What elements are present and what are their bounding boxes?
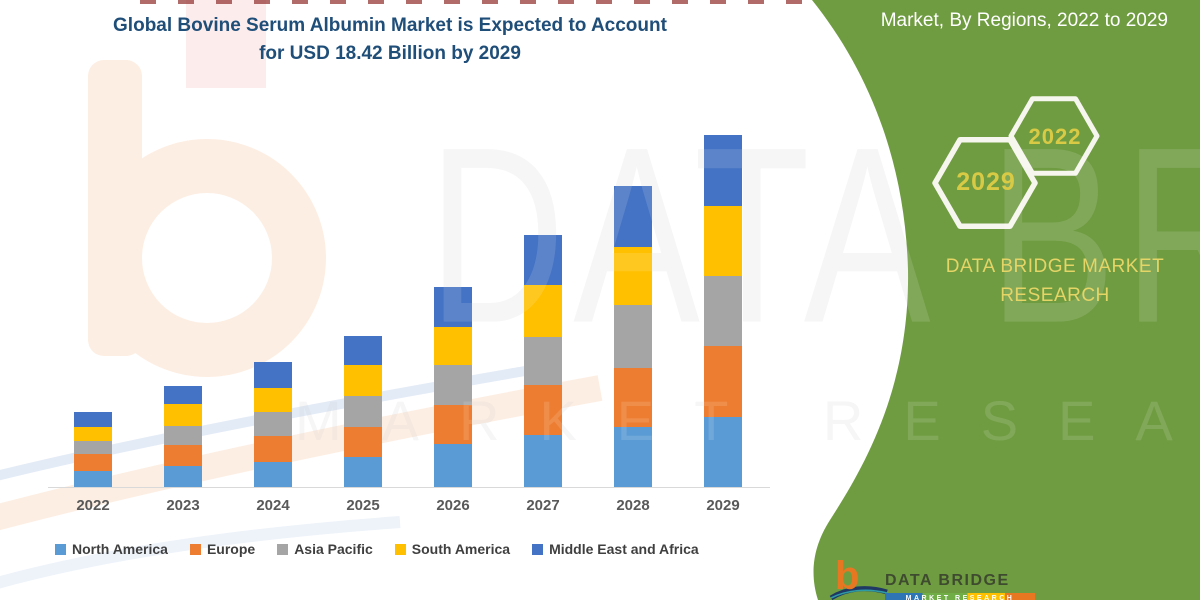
bar-segment-2027-south-america: [524, 285, 562, 337]
bar-segment-2027-north-america: [524, 435, 562, 487]
legend-item-north-america: North America: [55, 541, 168, 557]
bar-segment-2025-europe: [344, 426, 382, 457]
bar-2026: [434, 287, 472, 487]
bar-segment-2027-middle-east-and-africa: [524, 235, 562, 286]
bar-segment-2022-middle-east-and-africa: [74, 411, 112, 428]
bar-segment-2027-asia-pacific: [524, 336, 562, 386]
legend-swatch: [55, 543, 66, 555]
x-axis-line: [48, 487, 770, 488]
bar-segment-2029-asia-pacific: [704, 275, 742, 346]
bar-segment-2025-asia-pacific: [344, 396, 382, 427]
top-edge-artifact: [140, 0, 820, 4]
bar-segment-2022-south-america: [74, 427, 112, 441]
bar-segment-2029-south-america: [704, 205, 742, 276]
bar-segment-2025-middle-east-and-africa: [344, 335, 382, 366]
bar-segment-2024-europe: [254, 436, 292, 462]
bar-segment-2029-middle-east-and-africa: [704, 135, 742, 206]
bar-segment-2027-europe: [524, 385, 562, 436]
green-side-panel: [812, 0, 1200, 600]
dbmr-logo: b DATA BRIDGE MARKET RESEARCH: [829, 556, 1073, 600]
x-axis-label-2023: 2023: [166, 497, 200, 514]
legend-item-europe: Europe: [189, 541, 256, 557]
bar-segment-2026-north-america: [434, 444, 472, 487]
bar-segment-2029-europe: [704, 345, 742, 417]
x-axis-label-2027: 2027: [526, 497, 560, 514]
bar-2023: [164, 385, 202, 487]
bar-2028: [614, 186, 652, 487]
logo-stripe-text: MARKET RESEARCH: [905, 595, 1015, 600]
logo-swoosh: [829, 586, 888, 600]
chart-title-line1: Global Bovine Serum Albumin Market is Ex…: [113, 15, 667, 36]
bar-segment-2025-north-america: [344, 456, 382, 487]
bar-2029: [704, 135, 742, 487]
bar-segment-2024-middle-east-and-africa: [254, 361, 292, 388]
logo-name: DATA BRIDGE: [885, 572, 1010, 589]
logo-b-glyph: b: [835, 554, 860, 598]
peach-logo-watermark: [0, 0, 603, 589]
hexagon-year-2022: 2022: [1028, 124, 1082, 149]
bar-segment-2028-europe: [614, 367, 652, 427]
legend-item-asia-pacific: Asia Pacific: [277, 541, 373, 557]
x-axis-label-2026: 2026: [436, 497, 470, 514]
legend-item-middle-east-and-africa: Middle East and Africa: [532, 541, 699, 557]
legend-label: South America: [411, 541, 511, 557]
legend-label: Middle East and Africa: [549, 541, 699, 557]
x-axis-label-2028: 2028: [616, 497, 650, 514]
legend-swatch: [189, 543, 201, 555]
legend-swatch: [277, 543, 289, 555]
bar-segment-2022-asia-pacific: [74, 440, 112, 455]
hexagon-2029: [932, 136, 1038, 230]
watermark-b-bowl: [88, 139, 326, 377]
hexagon-2022: [1008, 96, 1100, 176]
panel-heading: Market, By Regions, 2022 to 2029: [880, 10, 1168, 31]
x-axis-label-2025: 2025: [346, 497, 380, 514]
bar-segment-2024-asia-pacific: [254, 412, 292, 437]
logo-stripe: MARKET RESEARCH: [885, 593, 1035, 600]
legend-item-south-america: South America: [394, 541, 511, 557]
chart-legend: North America Europe Asia Pacific South Ame…: [55, 541, 699, 557]
bar-segment-2026-asia-pacific: [434, 365, 472, 406]
bar-segment-2024-south-america: [254, 387, 292, 413]
chart-title-line2: for USD 18.42 Billion by 2029: [259, 42, 521, 64]
bar-segment-2022-north-america: [74, 471, 112, 487]
bar-2027: [524, 235, 562, 487]
legend-swatch: [532, 543, 544, 555]
legend-label: Europe: [206, 541, 256, 557]
chart-title: Global Bovine Serum Albumin Market is Ex…: [40, 12, 740, 67]
bar-segment-2025-south-america: [344, 365, 382, 397]
bar-segment-2028-south-america: [614, 246, 652, 305]
bar-segment-2023-middle-east-and-africa: [164, 385, 202, 404]
bar-segment-2028-middle-east-and-africa: [614, 186, 652, 247]
bar-segment-2026-south-america: [434, 326, 472, 366]
watermark-swoosh-light: [0, 516, 401, 589]
legend-swatch: [394, 543, 406, 555]
bar-2025: [344, 335, 382, 487]
bar-2024: [254, 361, 292, 487]
bar-segment-2023-asia-pacific: [164, 425, 202, 445]
bar-segment-2026-middle-east-and-africa: [434, 287, 472, 327]
bar-segment-2023-north-america: [164, 466, 202, 487]
panel-brand-text: DATA BRIDGE MARKET RESEARCH: [945, 256, 1165, 306]
x-axis-label-2022: 2022: [76, 497, 110, 514]
legend-label: Asia Pacific: [294, 541, 373, 557]
bar-segment-2024-north-america: [254, 461, 292, 487]
bar-segment-2028-asia-pacific: [614, 304, 652, 368]
bar-segment-2022-europe: [74, 454, 112, 472]
bar-segment-2026-europe: [434, 405, 472, 445]
bar-segment-2029-north-america: [704, 416, 742, 487]
x-axis-label-2029: 2029: [706, 497, 740, 514]
bar-2022: [74, 411, 112, 487]
bar-segment-2023-europe: [164, 444, 202, 467]
hexagon-year-2029: 2029: [956, 168, 1016, 196]
legend-label: North America: [72, 541, 168, 557]
peach-rect: [186, 0, 266, 88]
bar-segment-2023-south-america: [164, 403, 202, 426]
green-panel-shape: [812, 0, 1200, 600]
bar-segment-2028-north-america: [614, 427, 652, 487]
x-axis-label-2024: 2024: [256, 497, 290, 514]
